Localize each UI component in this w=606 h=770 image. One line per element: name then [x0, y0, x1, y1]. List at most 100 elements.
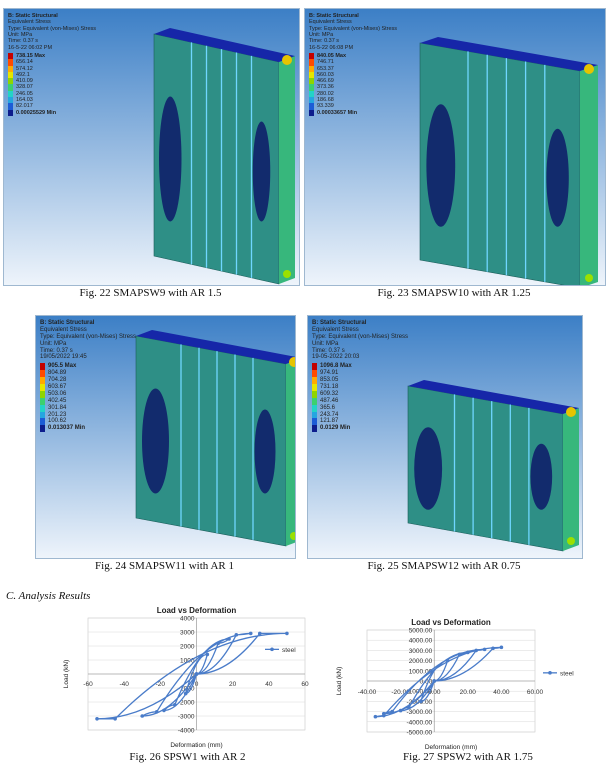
legend-color-scale — [309, 52, 314, 116]
wall-side-face — [580, 65, 598, 285]
legend-color-scale — [312, 363, 317, 433]
legend-swatch — [312, 363, 317, 371]
stress-hotspot — [567, 537, 575, 545]
series-line-steel — [375, 646, 502, 718]
legend-value: 840.05 Max — [317, 52, 347, 59]
legend-swatch — [309, 52, 314, 60]
legend-value: 243.74 — [320, 411, 339, 418]
x-tick-label: -20 — [156, 681, 166, 688]
stress-legend-1: B: Static Structural Equivalent Stress Typ… — [8, 13, 96, 116]
x-tick-label: 20.00 — [460, 689, 477, 696]
legend-swatch — [40, 363, 45, 371]
legend-header-line: 19/05/2022 19:45 — [40, 354, 87, 361]
chart-load-deformation-1: 40003000200010000-1000-2000-3000-4000-60… — [63, 606, 309, 749]
legend-value: 301.84 — [48, 404, 67, 411]
data-point — [432, 679, 436, 683]
data-point — [227, 637, 231, 641]
legend-swatch — [312, 390, 317, 398]
legend-header-line: Time: 0.37 s — [312, 347, 345, 354]
chart-title: Load vs Deformation — [157, 606, 237, 615]
wall-top-beam — [136, 330, 295, 364]
legend-value: 410.09 — [16, 78, 33, 85]
wall-top-beam — [154, 28, 295, 62]
figure-caption-24: Fig. 24 SMAPSW11 with AR 1 — [95, 560, 234, 572]
legend-value: 804.89 — [48, 370, 67, 377]
legend-header-line: B: Static Structural — [309, 13, 359, 19]
data-point — [95, 717, 99, 721]
legend-swatch — [40, 397, 45, 405]
legend-swatch — [312, 404, 317, 412]
legend-swatch — [309, 59, 314, 66]
legend-value: 0.00033657 Min — [317, 109, 358, 116]
y-axis-label: Load (kN) — [336, 667, 343, 696]
legend-value: 0.013037 Min — [48, 425, 86, 432]
fea-render-3 — [36, 316, 295, 558]
wall-top-beam — [408, 380, 579, 414]
x-tick-label: -40.00 — [358, 689, 377, 696]
data-point — [183, 691, 188, 696]
stress-hotspot — [566, 407, 576, 417]
data-point — [140, 714, 145, 718]
legend-swatch — [309, 78, 314, 85]
legend-swatch — [8, 65, 13, 72]
legend-header-line: Equivalent Stress — [309, 19, 352, 26]
legend-value: 560.03 — [317, 71, 334, 78]
data-point — [390, 709, 394, 714]
legend-header-line: 19-05-2022 20:03 — [312, 354, 360, 361]
legend-header-line: B: Static Structural — [40, 320, 95, 326]
legend-value: 653.37 — [317, 65, 334, 72]
legend-label: steel — [282, 647, 296, 654]
stress-hotspot — [584, 64, 594, 74]
legend-swatch — [312, 397, 317, 405]
y-tick-label: 2000.00 — [409, 658, 433, 665]
stress-legend-3: B: Static Structural Equivalent Stress Typ… — [40, 320, 136, 433]
y-tick-label: 1000.00 — [409, 668, 433, 675]
fea-panel-4: B: Static Structural Equivalent Stress Typ… — [307, 315, 583, 559]
y-tick-label: 5000.00 — [409, 628, 433, 635]
data-point — [173, 703, 177, 707]
legend-swatch — [8, 97, 13, 104]
legend-label: steel — [560, 670, 574, 677]
stress-hotspot — [289, 357, 295, 367]
x-tick-label: 60 — [301, 681, 309, 688]
stress-zone — [530, 443, 553, 510]
y-tick-label: 4000.00 — [409, 638, 433, 645]
legend-value: 100.62 — [48, 418, 67, 425]
legend-swatch — [312, 384, 317, 391]
data-point — [474, 648, 478, 653]
legend-swatch — [309, 109, 314, 116]
legend-value: 365.6 — [320, 404, 336, 411]
legend-value: 603.67 — [48, 384, 67, 391]
stress-zone — [252, 121, 271, 222]
stress-legend-2: B: Static Structural Equivalent Stress Typ… — [309, 13, 397, 116]
legend-value: 328.07 — [16, 84, 33, 91]
legend-value: 0.00025529 Min — [16, 109, 57, 116]
legend-swatch — [8, 109, 13, 116]
stress-zone — [159, 96, 182, 222]
legend-header-line: Equivalent Stress — [8, 19, 51, 26]
legend-swatch — [312, 418, 317, 426]
legend-value: 201.23 — [48, 411, 67, 418]
y-tick-label: 2000 — [180, 644, 195, 651]
legend-header-line: B: Static Structural — [8, 13, 58, 19]
legend-marker — [548, 671, 552, 675]
legend-value: 373.36 — [317, 84, 334, 91]
stress-zone — [142, 388, 169, 494]
x-tick-label: -40 — [119, 681, 129, 688]
legend-value: 402.45 — [48, 397, 67, 404]
legend-value: 246.05 — [16, 90, 33, 97]
legend-swatch — [312, 425, 317, 433]
y-tick-label: -1000.00 — [407, 689, 433, 696]
legend-swatch — [312, 377, 317, 385]
stress-hotspot — [283, 270, 291, 278]
legend-value: 82.017 — [16, 103, 33, 110]
data-point — [154, 710, 159, 714]
legend-header-line: Time: 0.37 s — [8, 38, 39, 45]
stress-zone — [414, 427, 443, 510]
legend-value: 974.91 — [320, 370, 339, 377]
legend-header-line: 16-5-22 06:02 PM — [8, 44, 53, 51]
legend-swatch — [8, 52, 13, 60]
legend-swatch — [40, 370, 45, 378]
figure-caption-27: Fig. 27 SPSW2 with AR 1.75 — [403, 751, 533, 763]
data-point — [482, 647, 487, 652]
